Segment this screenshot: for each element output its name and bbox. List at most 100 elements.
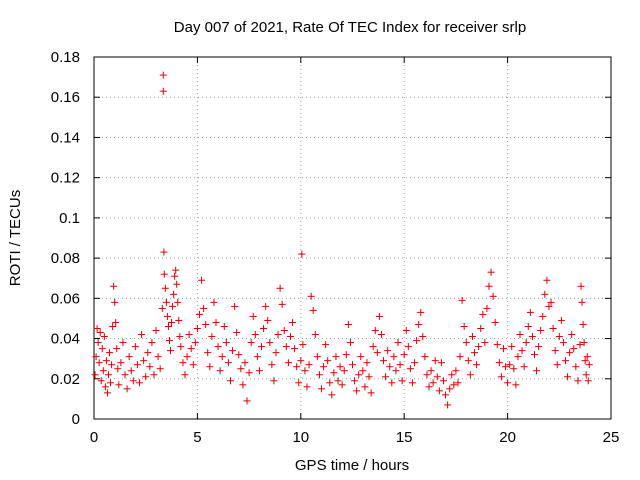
data-point [553, 361, 561, 369]
data-point [129, 377, 137, 385]
data-point [317, 385, 325, 393]
data-point [154, 353, 162, 361]
data-point [568, 331, 576, 339]
data-point [557, 316, 565, 324]
y-tick-label: 0.02 [51, 371, 80, 388]
y-tick-label: 0.18 [51, 49, 80, 66]
data-point [585, 361, 593, 369]
data-point [421, 353, 429, 361]
data-point [338, 381, 346, 389]
data-point [99, 367, 107, 375]
data-point [386, 363, 394, 371]
data-point [200, 304, 208, 312]
data-point [522, 339, 530, 347]
data-point [174, 298, 182, 306]
data-point [299, 341, 307, 349]
data-point [233, 329, 241, 337]
data-point [121, 371, 129, 379]
data-point [91, 371, 99, 379]
y-tick-label: 0.12 [51, 170, 80, 187]
data-point [543, 276, 551, 284]
data-point [167, 347, 175, 355]
data-point [113, 345, 121, 353]
data-point [109, 322, 117, 330]
data-point [473, 361, 481, 369]
data-point [146, 363, 154, 371]
data-point [328, 391, 336, 399]
data-point [483, 304, 491, 312]
data-point [541, 290, 549, 298]
data-point [231, 302, 239, 310]
y-tick-labels: 0 0.02 0.04 0.06 0.08 0.1 0.12 0.14 0.16 0.18 [51, 49, 80, 428]
data-point [175, 316, 183, 324]
data-point [208, 333, 216, 341]
data-point [297, 357, 305, 365]
data-point [108, 361, 116, 369]
data-point [460, 322, 468, 330]
data-point [584, 377, 592, 385]
data-point [198, 276, 206, 284]
data-point [361, 383, 369, 391]
data-point [373, 349, 381, 357]
data-point [504, 379, 512, 387]
data-point [193, 325, 201, 332]
data-point [520, 363, 528, 371]
data-point [253, 353, 261, 361]
data-point [429, 379, 437, 387]
x-tick-label: 0 [90, 429, 98, 446]
data-point [431, 357, 439, 365]
data-point [185, 331, 193, 339]
data-point [577, 282, 585, 290]
data-point [489, 292, 497, 300]
data-point [419, 333, 427, 341]
data-point [282, 343, 290, 351]
x-axis-label: GPS time / hours [295, 457, 409, 474]
data-point [516, 331, 524, 339]
data-point [262, 302, 270, 310]
data-point [324, 357, 332, 365]
data-point [191, 339, 199, 347]
data-point [466, 371, 474, 379]
data-point [396, 361, 404, 369]
data-point [249, 312, 257, 320]
data-point [336, 363, 344, 371]
data-point [530, 351, 538, 359]
data-point [439, 377, 447, 385]
data-point [452, 367, 460, 375]
data-point [148, 339, 156, 347]
data-point [237, 365, 245, 373]
data-point [286, 333, 294, 341]
y-tick-label: 0 [72, 411, 80, 428]
data-point [427, 367, 435, 375]
data-point [161, 284, 169, 292]
data-point [464, 357, 472, 365]
data-point [572, 363, 580, 371]
data-point [454, 379, 462, 387]
data-point [491, 318, 499, 326]
data-point [375, 312, 383, 320]
data-point [268, 361, 276, 369]
data-point [353, 387, 361, 395]
data-point [349, 361, 356, 369]
data-point [456, 353, 464, 361]
data-point [133, 361, 141, 369]
data-point [102, 357, 110, 365]
data-point [168, 318, 176, 326]
data-point [495, 359, 503, 367]
data-point [159, 87, 167, 95]
data-point [487, 268, 495, 276]
data-point [559, 339, 567, 347]
data-point [239, 381, 247, 389]
y-tick-label: 0.16 [51, 89, 80, 106]
data-point [159, 71, 167, 79]
data-point [255, 367, 263, 375]
data-point [274, 331, 282, 339]
data-point [506, 361, 514, 369]
data-point [512, 381, 520, 389]
data-point [444, 401, 452, 409]
data-point [415, 320, 423, 328]
data-point [479, 310, 487, 318]
data-point [212, 318, 220, 326]
data-point [176, 333, 184, 341]
data-point [582, 371, 590, 379]
